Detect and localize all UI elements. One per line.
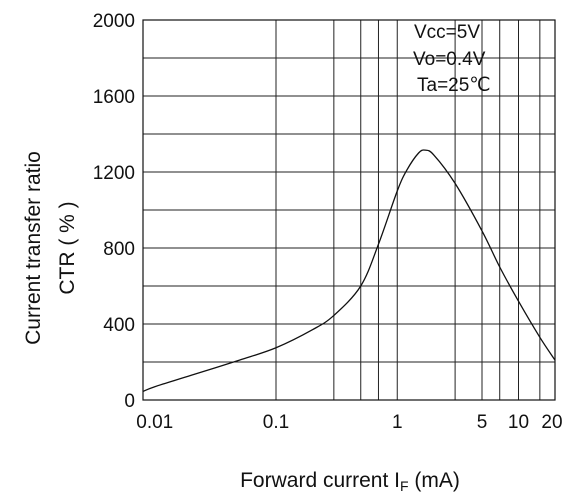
x-tick-label-1: 0.1 bbox=[263, 412, 289, 433]
condition-ta: Ta=25℃ bbox=[417, 75, 491, 96]
ctr-curve bbox=[142, 149, 556, 393]
condition-vo: Vo=0.4V bbox=[413, 49, 486, 70]
y-tick-label-0: 0 bbox=[124, 391, 135, 412]
x-tick-label-3: 5 bbox=[477, 412, 488, 433]
y-tick-label-1: 400 bbox=[103, 315, 135, 336]
x-tick-label-4: 10 bbox=[508, 412, 529, 433]
y-tick-label-2: 800 bbox=[103, 239, 135, 260]
x-axis-title-main: Forward current I bbox=[240, 469, 400, 492]
y-tick-label-4: 1600 bbox=[93, 87, 135, 108]
y-axis-title-line1: Current transfer ratio bbox=[22, 151, 45, 345]
y-tick-label-5: 2000 bbox=[93, 11, 135, 32]
x-tick-label-2: 1 bbox=[392, 412, 403, 433]
y-tick-label-3: 1200 bbox=[93, 163, 135, 184]
x-axis-title: Forward current IF (mA) bbox=[240, 469, 460, 494]
x-tick-label-5: 20 bbox=[541, 412, 562, 433]
x-tick-label-0: 0.01 bbox=[136, 412, 173, 433]
x-axis-title-unit: (mA) bbox=[409, 469, 460, 492]
condition-vcc: Vcc=5V bbox=[414, 22, 480, 43]
y-axis-title-line2: CTR ( % ) bbox=[56, 201, 79, 294]
grid-layer bbox=[143, 20, 555, 400]
test-conditions: Vcc=5V Vo=0.4V Ta=25℃ bbox=[413, 22, 491, 96]
plot-frame bbox=[142, 19, 556, 401]
tick-labels: 0 400 800 1200 1600 2000 0.01 0.1 1 5 10 20 bbox=[93, 11, 563, 433]
x-axis-title-subscript: F bbox=[400, 478, 409, 494]
